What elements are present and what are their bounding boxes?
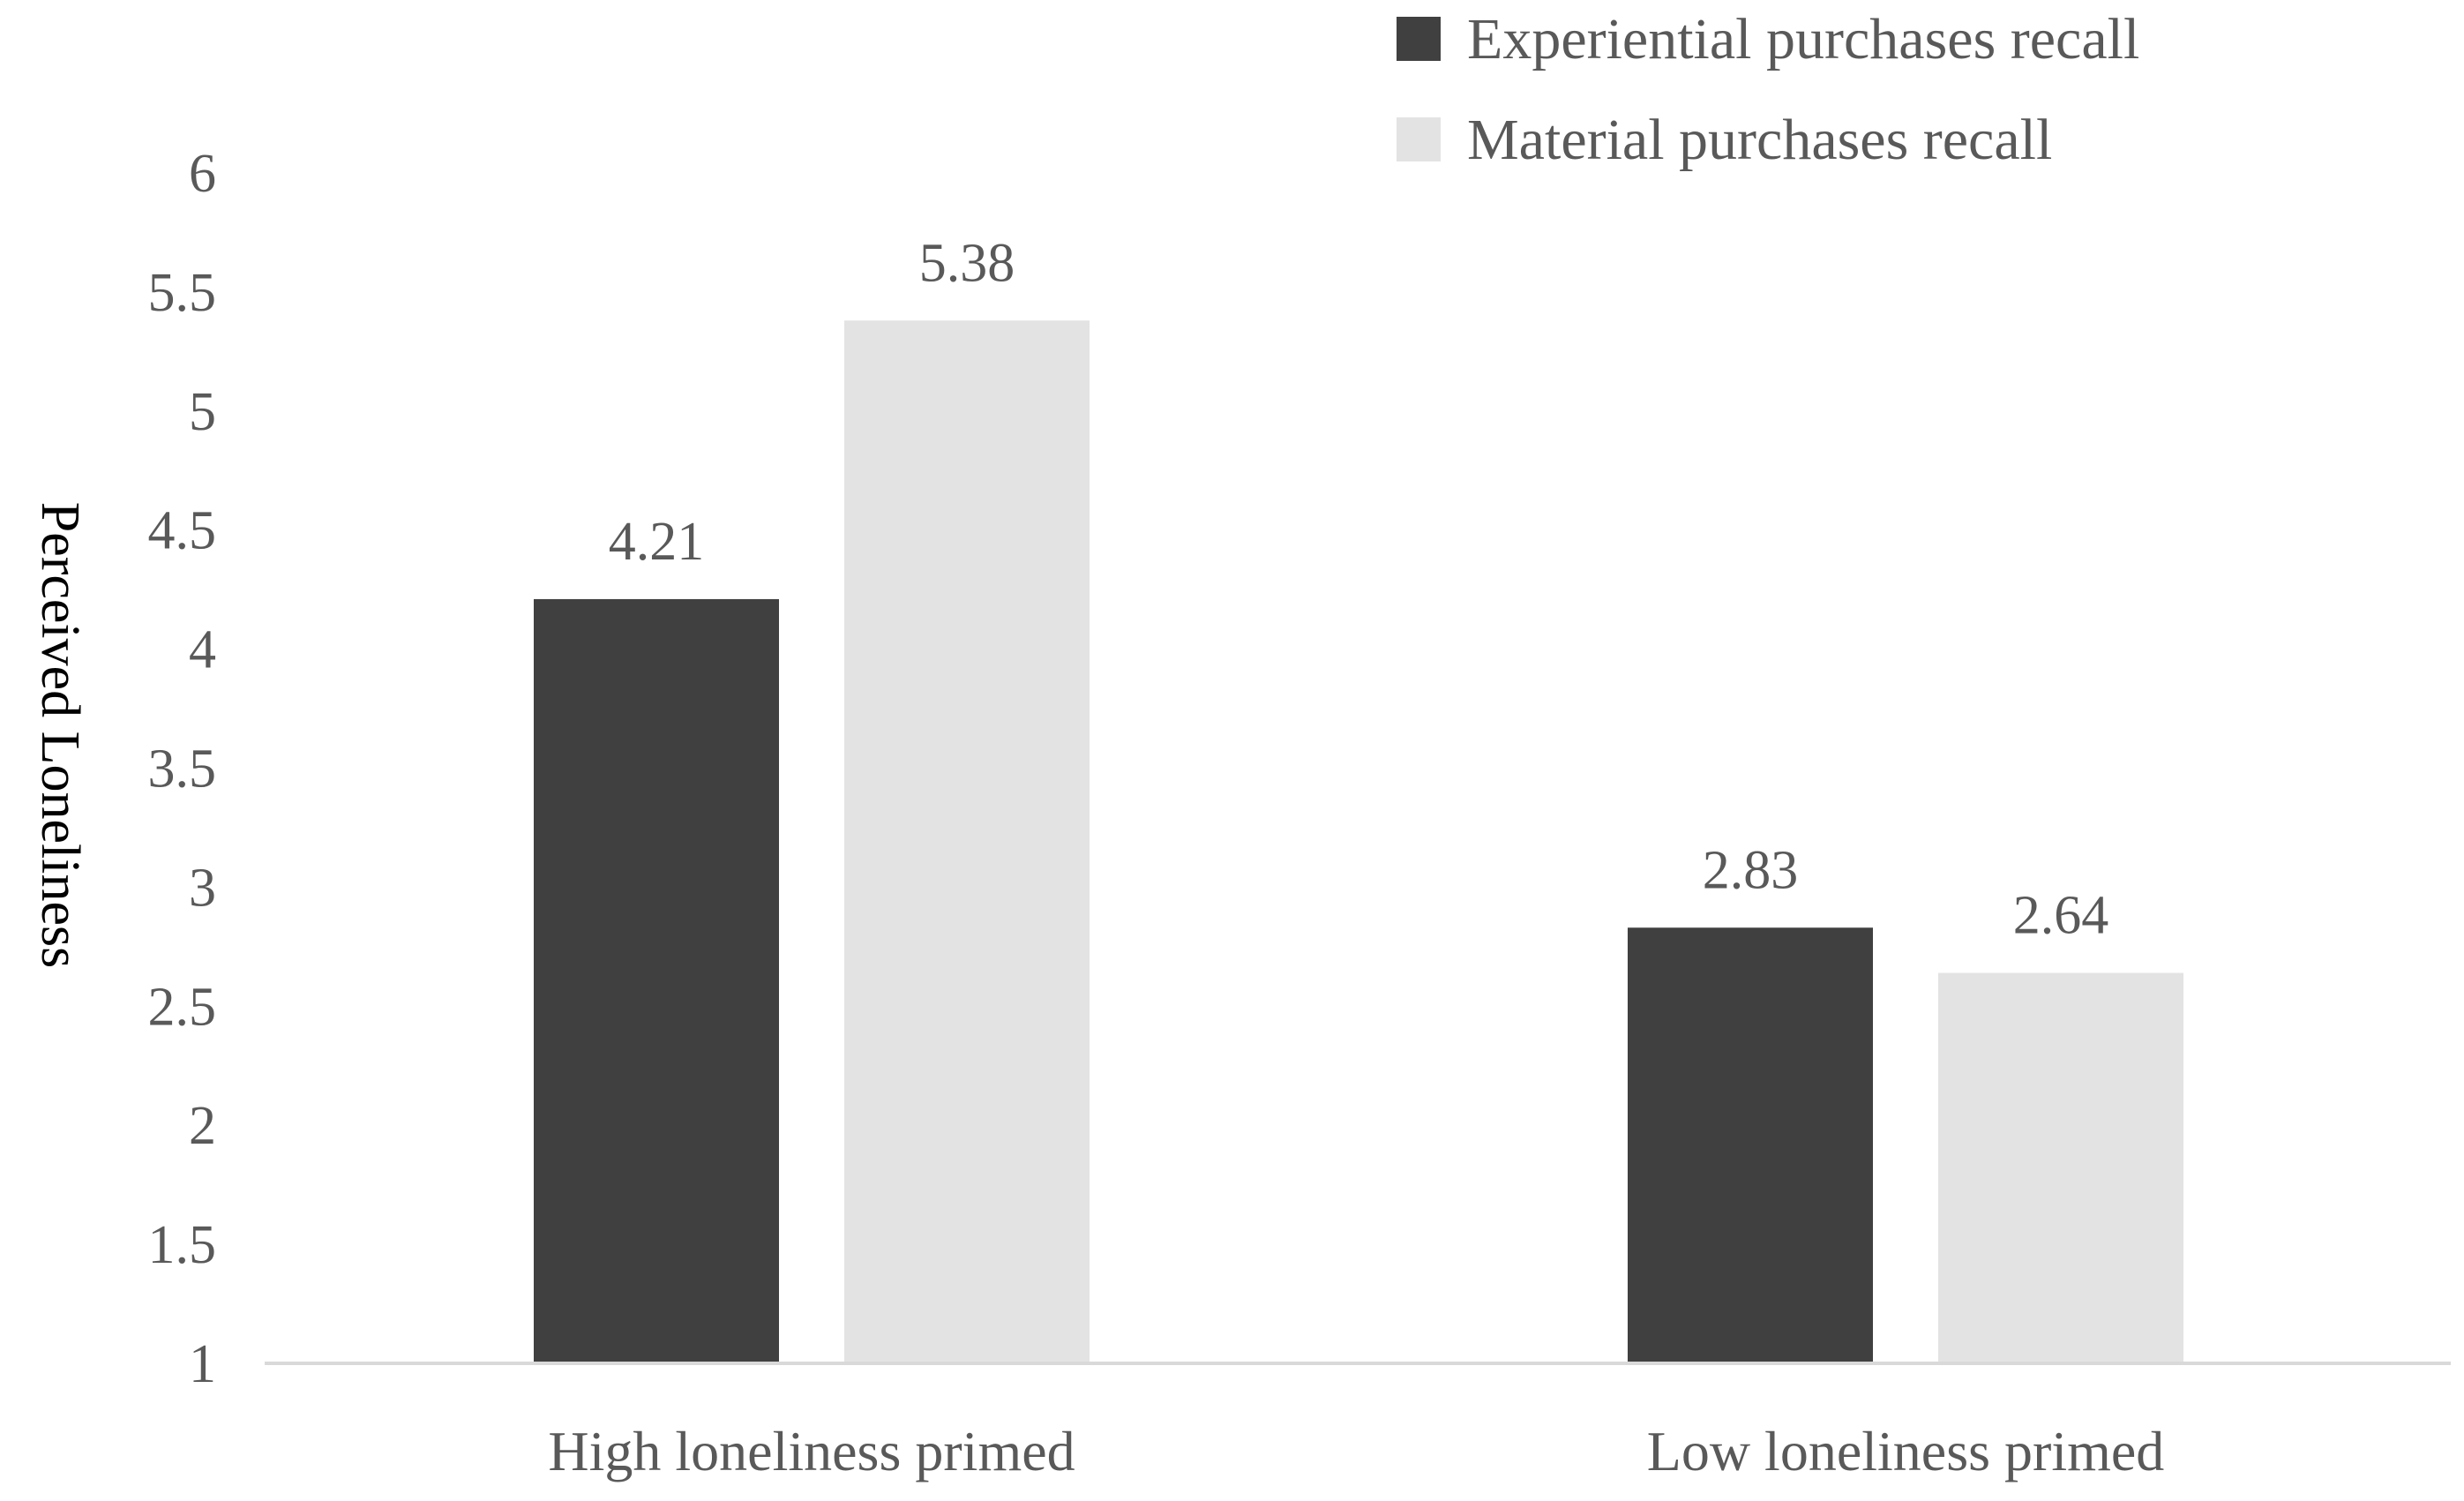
y-tick-label: 4 [189,620,216,680]
legend-swatch-experiential [1397,17,1441,61]
y-tick-label: 3 [189,858,216,918]
y-tick-label: 3.5 [148,739,217,799]
data-label: 4.21 [609,512,705,572]
bar-experiential-1 [1628,927,1873,1363]
data-label: 5.38 [919,233,1015,293]
legend: Experiential purchases recall Material pu… [1397,7,2139,172]
legend-label: Material purchases recall [1467,108,2052,172]
x-tick-label: High loneliness primed [548,1420,1075,1482]
legend-swatch-material [1397,117,1441,161]
data-label: 2.83 [1703,840,1799,900]
bars-layer [534,320,2183,1363]
y-tick-label: 2 [189,1096,216,1156]
data-label: 2.64 [2013,886,2109,946]
bar-material-0 [844,320,1090,1363]
y-tick-label: 4.5 [148,501,217,561]
y-tick-label: 5.5 [148,263,217,323]
bar-material-1 [1938,972,2183,1363]
x-tick-label: Low loneliness primed [1647,1420,2165,1482]
y-tick-label: 5 [189,382,216,442]
bar-experiential-0 [534,598,779,1363]
y-tick-label: 6 [189,144,216,204]
y-axis-title: Perceived Loneliness [30,502,90,969]
y-tick-label: 1.5 [148,1215,217,1275]
labels-layer: 4.21 5.38 High loneliness primed 2.83 2.64 Lo… [548,233,2164,1482]
y-tick-label: 1 [189,1334,216,1394]
axis-layer: 1 1.5 2 2.5 3 3.5 4 4.5 5 5.5 6 [148,144,2451,1394]
legend-label: Experiential purchases recall [1467,7,2139,71]
y-tick-label: 2.5 [148,977,217,1037]
